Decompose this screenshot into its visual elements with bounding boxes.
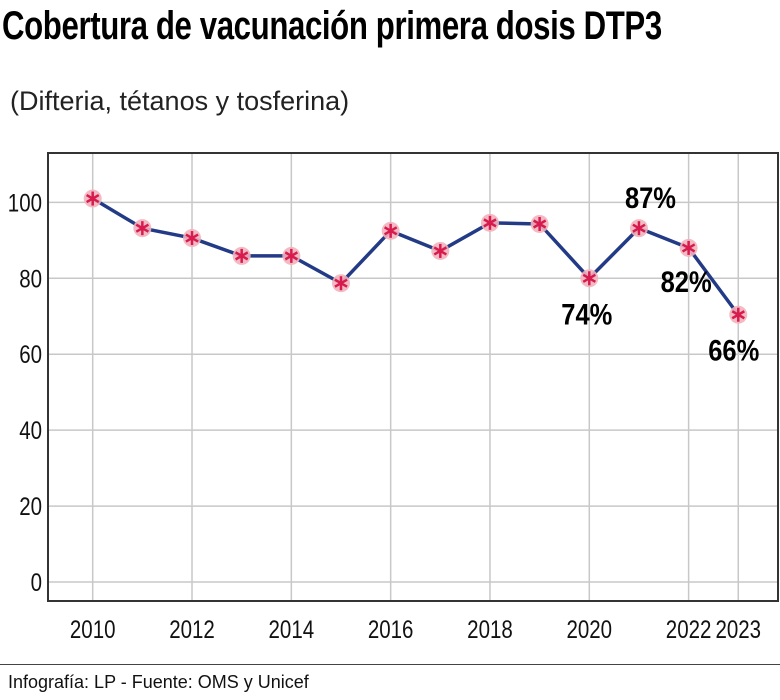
x-tick-label: 2010 [70,615,116,643]
data-point-asterisk-marker [731,307,745,322]
chart-subtitle: (Difteria, tétanos y tosferina) [10,86,350,116]
data-point-asterisk-marker [681,240,696,255]
x-tick-label: 2018 [467,615,513,643]
data-point-asterisk-marker [234,248,249,263]
data-point-asterisk-marker [433,243,448,258]
x-tick-label: 2012 [169,615,215,643]
y-tick-label: 100 [8,188,42,216]
data-point-asterisk-marker [532,216,547,231]
data-label: 66% [708,334,759,367]
x-tick-label: 2020 [566,615,612,643]
y-tick-label: 0 [31,568,42,596]
data-point-asterisk-marker [135,221,150,236]
data-point-asterisk-marker [383,223,398,238]
y-tick-label: 20 [19,492,42,520]
data-point-asterisk-marker [582,271,596,286]
x-tick-label: 2016 [368,615,414,643]
data-label: 82% [661,265,712,298]
data-label: 74% [561,297,612,330]
data-line [91,197,740,316]
x-tick-label: 2014 [269,615,315,643]
data-label: 87% [625,181,676,214]
data-point-asterisk-marker [284,248,299,263]
data-point-asterisk-marker [185,231,199,246]
data-point-asterisk-marker [86,191,100,206]
y-tick-label: 80 [19,264,42,292]
y-tick-label: 60 [19,340,42,368]
footer-divider [0,664,780,665]
chart-title: Cobertura de vacunación primera dosis DT… [2,4,662,48]
line-chart: 0 20 40 60 80 100 2010 2012 2014 2016 2018 2020 2022… [8,152,779,643]
source-credit: Infografía: LP - Fuente: OMS y Unicef [8,672,309,692]
y-tick-label: 40 [19,416,42,444]
x-tick-label: 2022 [666,615,712,643]
data-point-asterisk-marker [483,215,497,230]
x-tick-label: 2023 [715,615,761,643]
data-point-asterisk-marker [334,276,348,291]
plot-frame [47,152,779,602]
data-point-asterisk-marker [632,221,646,236]
